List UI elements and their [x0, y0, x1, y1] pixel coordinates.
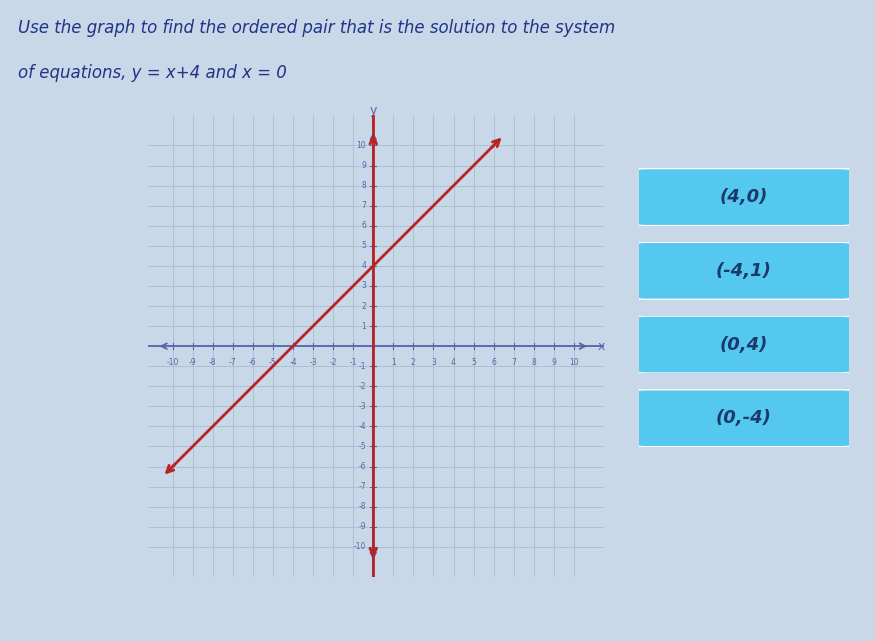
Text: -10: -10	[166, 358, 178, 367]
FancyBboxPatch shape	[630, 242, 858, 299]
Text: -6: -6	[359, 462, 367, 471]
Text: -9: -9	[189, 358, 197, 367]
Text: -8: -8	[359, 502, 367, 511]
Text: 3: 3	[431, 358, 436, 367]
Text: -2: -2	[359, 382, 367, 391]
Text: -1: -1	[349, 358, 357, 367]
Text: 8: 8	[361, 181, 367, 190]
Text: -5: -5	[270, 358, 276, 367]
Text: (0,4): (0,4)	[719, 335, 768, 354]
Text: 5: 5	[471, 358, 476, 367]
Text: x: x	[598, 340, 605, 353]
Text: -10: -10	[354, 542, 367, 551]
Text: -4: -4	[289, 358, 297, 367]
Text: 4: 4	[452, 358, 456, 367]
Text: 7: 7	[511, 358, 516, 367]
Text: 2: 2	[411, 358, 416, 367]
Text: 8: 8	[531, 358, 536, 367]
Text: 9: 9	[361, 161, 367, 170]
Text: (0,-4): (0,-4)	[716, 409, 772, 428]
Text: 10: 10	[357, 141, 367, 150]
Text: 4: 4	[361, 262, 367, 271]
Text: -7: -7	[229, 358, 236, 367]
Text: Use the graph to find the ordered pair that is the solution to the system: Use the graph to find the ordered pair t…	[18, 19, 615, 37]
Text: (4,0): (4,0)	[719, 188, 768, 206]
FancyBboxPatch shape	[630, 168, 858, 226]
Text: -6: -6	[249, 358, 256, 367]
Text: -9: -9	[359, 522, 367, 531]
FancyBboxPatch shape	[630, 315, 858, 373]
Text: -5: -5	[359, 442, 367, 451]
Text: 9: 9	[551, 358, 556, 367]
Text: 7: 7	[361, 201, 367, 210]
Text: 1: 1	[361, 322, 367, 331]
Text: of equations, y = x+4 and x = 0: of equations, y = x+4 and x = 0	[18, 64, 286, 82]
Text: -3: -3	[359, 402, 367, 411]
Text: 6: 6	[361, 221, 367, 230]
Text: -1: -1	[359, 362, 367, 370]
Text: 2: 2	[361, 301, 367, 310]
Text: 3: 3	[361, 281, 367, 290]
Text: -2: -2	[329, 358, 337, 367]
FancyBboxPatch shape	[630, 389, 858, 447]
Text: y: y	[369, 104, 377, 117]
Text: (-4,1): (-4,1)	[716, 262, 772, 280]
Text: 6: 6	[491, 358, 496, 367]
Text: -3: -3	[309, 358, 317, 367]
Text: 10: 10	[569, 358, 578, 367]
Text: 1: 1	[391, 358, 396, 367]
Text: -8: -8	[209, 358, 216, 367]
Text: -4: -4	[359, 422, 367, 431]
Text: 5: 5	[361, 241, 367, 250]
Text: -7: -7	[359, 482, 367, 491]
